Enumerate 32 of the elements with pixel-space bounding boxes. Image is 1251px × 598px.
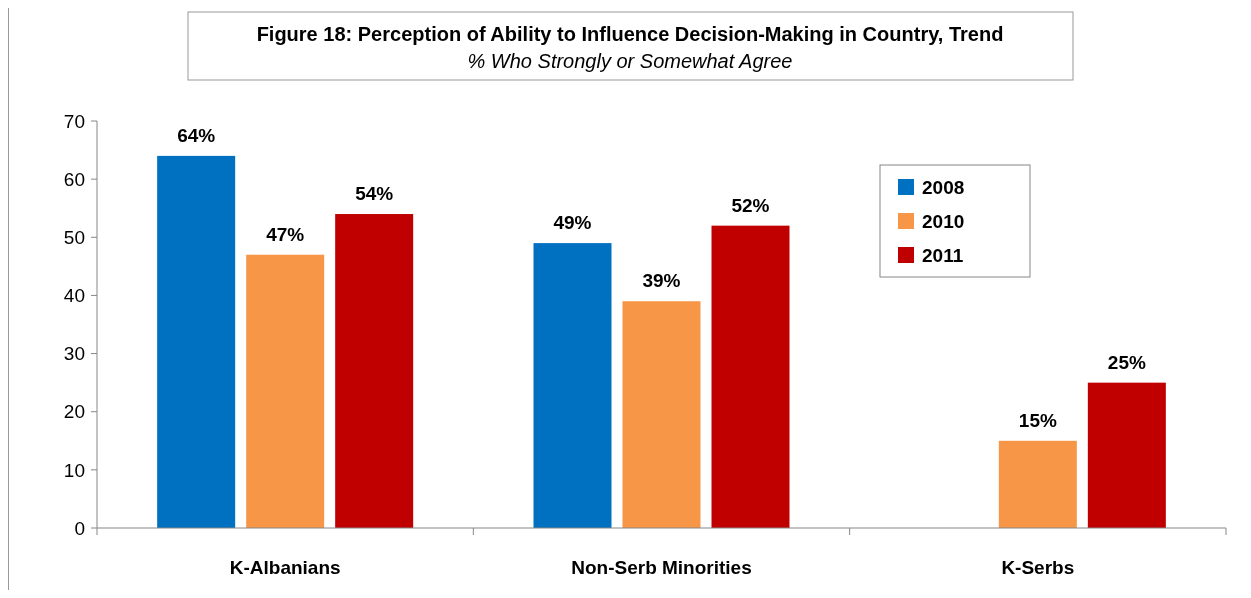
data-label: 47% — [266, 223, 305, 245]
data-label: 54% — [355, 183, 394, 205]
y-tick-label: 40 — [63, 285, 85, 307]
y-tick-label: 30 — [63, 343, 85, 365]
bar — [157, 155, 236, 528]
x-tick-label: K-Serbs — [1001, 557, 1075, 578]
bar — [335, 214, 414, 528]
data-label: 52% — [731, 194, 770, 216]
data-label: 49% — [553, 212, 592, 234]
y-tick-label: 60 — [63, 168, 85, 190]
x-tick-label: Non-Serb Minorities — [571, 557, 752, 578]
y-tick-label: 70 — [63, 110, 85, 132]
data-label: 39% — [642, 270, 681, 292]
y-tick-label: 50 — [63, 226, 85, 248]
bar — [1087, 382, 1166, 528]
bar — [711, 225, 790, 528]
y-tick-label: 0 — [74, 517, 85, 539]
bar — [533, 243, 612, 528]
legend-label: 2010 — [922, 210, 965, 232]
y-tick-label: 20 — [63, 401, 85, 423]
x-tick-label: K-Albanians — [229, 557, 341, 578]
legend-label: 2008 — [922, 176, 965, 198]
data-label: 25% — [1107, 351, 1146, 373]
bar — [246, 254, 325, 528]
bar — [622, 301, 701, 528]
bar — [998, 440, 1077, 528]
y-tick-label: 10 — [63, 459, 85, 481]
legend-label: 2011 — [922, 244, 964, 266]
chart-title: Figure 18: Perception of Ability to Influence Decision-Making in Country, Trend — [256, 23, 1004, 45]
chart-subtitle: % Who Strongly or Somewhat Agree — [467, 50, 793, 72]
data-label: 15% — [1018, 409, 1057, 431]
data-label: 64% — [177, 124, 216, 146]
